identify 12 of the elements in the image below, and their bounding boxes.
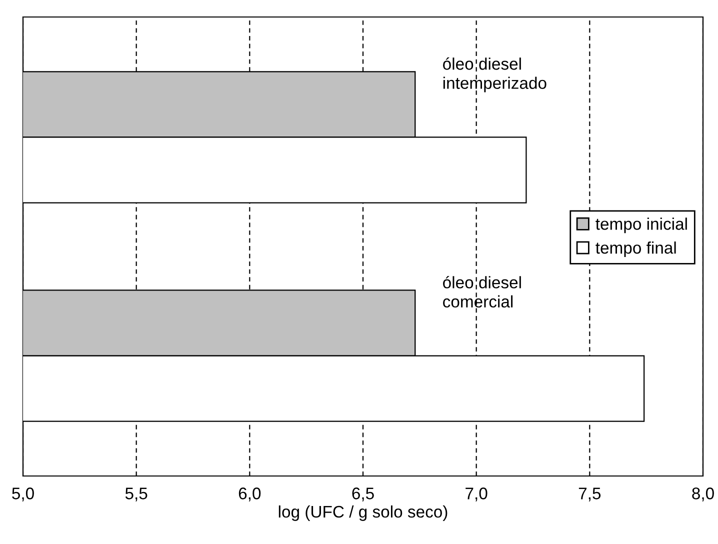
x-tick-label: 5,5: [125, 488, 148, 502]
x-tick-label: 5,0: [12, 488, 34, 502]
x-tick-label: 6,5: [352, 488, 374, 502]
x-axis-title: log (UFC / g solo seco): [278, 505, 448, 521]
y-tick-label: óleo diesel comercial: [443, 276, 521, 308]
x-tick-label: 7,0: [466, 488, 488, 502]
legend-label: tempo final: [596, 241, 676, 258]
x-tick-label: 7,5: [578, 488, 601, 502]
x-tick-label: 6,0: [238, 488, 261, 502]
x-tick-label: 8,0: [692, 488, 714, 502]
legend-label: tempo inicial: [596, 218, 687, 234]
y-tick-label: óleo diesel intemperizado: [443, 57, 546, 92]
